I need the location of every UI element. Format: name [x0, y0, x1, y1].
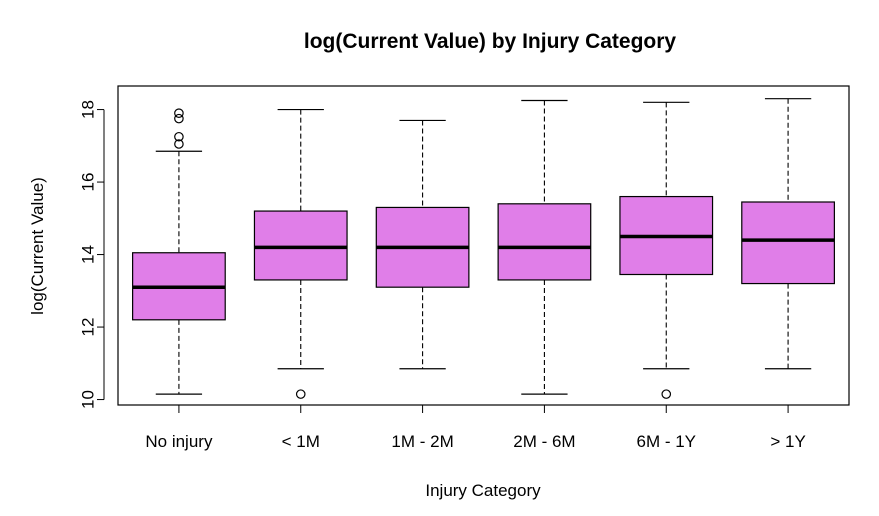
outlier-point	[174, 108, 184, 118]
box-group	[132, 108, 226, 395]
x-tick-label: 1M - 2M	[391, 432, 453, 451]
box-group	[619, 101, 714, 399]
y-tick-label: 18	[79, 100, 98, 119]
y-tick-label: 12	[79, 318, 98, 337]
outlier-point	[174, 139, 184, 149]
outlier-point	[174, 131, 184, 142]
x-axis-label: Injury Category	[425, 481, 541, 500]
y-axis-label: log(Current Value)	[28, 177, 47, 315]
chart-title: log(Current Value) by Injury Category	[304, 30, 677, 53]
box-series	[132, 98, 835, 399]
box-iqr	[497, 203, 592, 281]
outlier-point	[174, 113, 184, 124]
x-tick-label: 6M - 1Y	[636, 432, 696, 451]
y-tick-label: 10	[79, 390, 98, 409]
box-group	[253, 108, 348, 399]
outlier-point	[661, 389, 672, 399]
y-tick-label: 14	[79, 245, 98, 264]
box-group	[375, 119, 470, 370]
x-tick-label: No injury	[145, 432, 213, 451]
outlier-point	[295, 389, 306, 399]
box-iqr	[741, 201, 835, 285]
box-group	[497, 99, 592, 395]
x-tick-label: > 1Y	[770, 432, 805, 451]
x-tick-label: < 1M	[282, 432, 320, 451]
box-iqr	[253, 210, 348, 281]
x-tick-label: 2M - 6M	[513, 432, 575, 451]
y-axis: 10 12 14 16 18	[79, 100, 105, 409]
plot-frame	[117, 85, 850, 406]
y-tick-label: 16	[79, 173, 98, 192]
x-axis: No injury < 1M 1M - 2M 2M - 6M 6M - 1Y > 1Y	[145, 404, 806, 451]
box-group	[741, 98, 835, 370]
